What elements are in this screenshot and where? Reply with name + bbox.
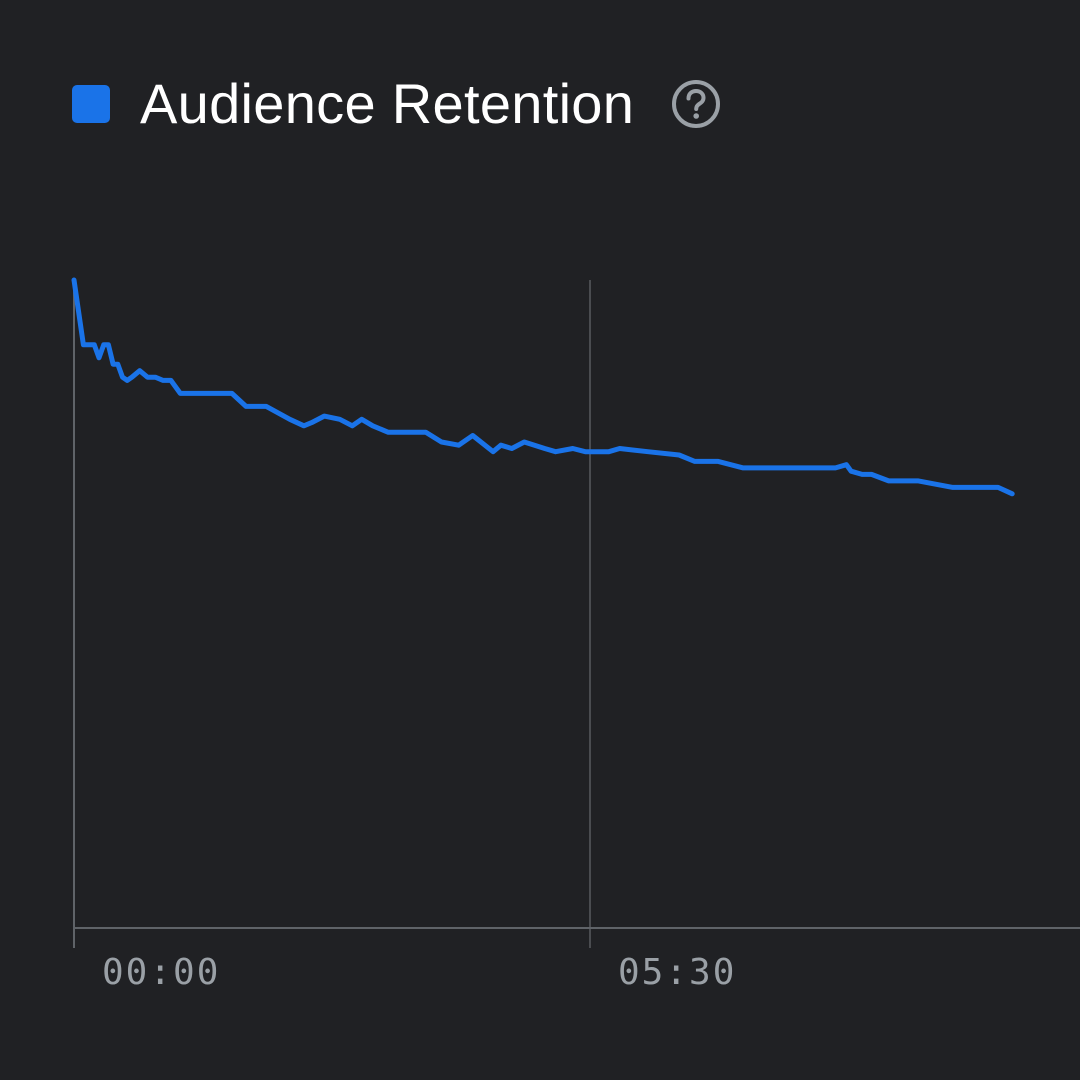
x-tick-label-05-30: 05:30 [618,952,736,993]
retention-line [71,277,1015,497]
help-circle-icon[interactable] [670,78,722,130]
chart-header: Audience Retention [72,68,722,140]
x-tick-label-00-00: 00:00 [102,952,220,993]
chart-title: Audience Retention [140,72,635,135]
legend-swatch [72,85,110,123]
